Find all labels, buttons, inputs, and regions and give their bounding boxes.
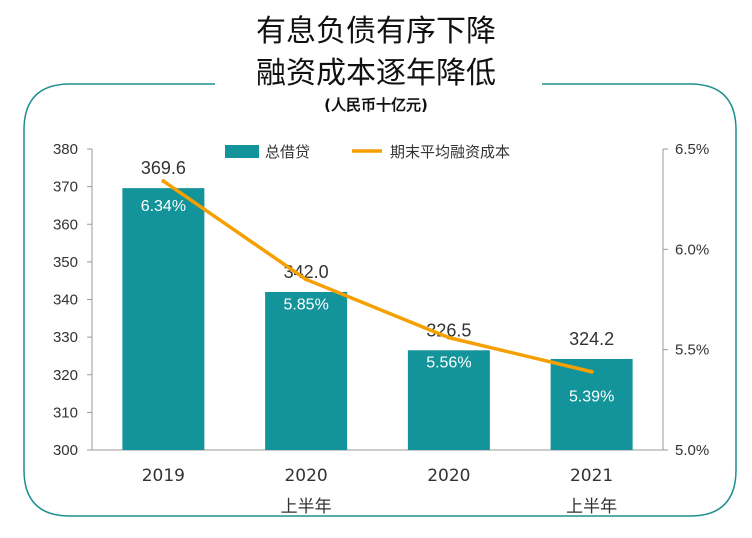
category-label: 2021 [570, 466, 613, 486]
left-axis-tick-label: 380 [53, 141, 78, 158]
left-axis-tick-label: 310 [53, 404, 78, 421]
line-point [161, 179, 166, 184]
bar [550, 358, 633, 450]
legend: 总借贷 期末平均融资成本 [225, 143, 510, 161]
bar [122, 188, 205, 450]
right-axis-tick-label: 6.0% [675, 241, 709, 258]
left-axis-tick-label: 370 [53, 179, 78, 196]
chart-subtitle: (人民币十亿元) [324, 96, 428, 114]
left-axis-tick-label: 300 [53, 442, 78, 459]
category-label-sub: 上半年 [281, 497, 332, 517]
cost-value-label: 5.85% [283, 296, 328, 313]
category-label: 2020 [284, 466, 327, 486]
left-axis-tick-label: 320 [53, 367, 78, 384]
cost-value-label: 5.39% [569, 389, 614, 406]
bar-value-labels: 369.6 342.0 326.5 324.2 [141, 158, 614, 349]
cost-value-label: 6.34% [141, 198, 186, 215]
bar-value-label: 326.5 [426, 320, 471, 340]
line-point [589, 369, 594, 374]
bar-value-label: 342.0 [284, 262, 329, 282]
left-axis-tick-label: 360 [53, 216, 78, 233]
line-point [304, 277, 309, 282]
bar-series [122, 188, 633, 450]
legend-label-bar: 总借贷 [265, 143, 310, 161]
chart-frame [23, 83, 737, 517]
cost-value-labels: 6.34% 5.85% 5.56% 5.39% [141, 198, 615, 406]
legend-label-line: 期末平均融资成本 [390, 143, 510, 161]
category-label: 2020 [427, 466, 470, 486]
line-point [446, 335, 451, 340]
right-axis-tick-label: 6.5% [675, 141, 709, 158]
chart-title-line2: 融资成本逐年降低 [256, 56, 496, 91]
cost-line [162, 179, 593, 374]
cost-line-series [161, 179, 594, 374]
cost-value-label: 5.56% [426, 355, 471, 372]
category-label-sub: 上半年 [566, 497, 617, 517]
right-axis-tick-label: 5.5% [675, 342, 709, 359]
category-label: 2019 [142, 466, 185, 486]
legend-swatch-bar [225, 145, 259, 158]
bar-value-label: 324.2 [569, 329, 614, 349]
left-axis: 300 310 320 330 340 350 360 370 380 [53, 141, 663, 459]
left-axis-tick-label: 350 [53, 254, 78, 271]
right-axis: 5.0% 5.5% 6.0% 6.5% [662, 141, 709, 459]
chart-title-line1: 有息负债有序下降 [256, 14, 496, 49]
bar [265, 291, 348, 450]
x-axis-categories: 2019 2020 上半年 2020 2021 上半年 [142, 466, 617, 517]
left-axis-tick-label: 340 [53, 292, 78, 309]
right-axis-tick-label: 5.0% [675, 442, 709, 459]
bar-value-label: 369.6 [141, 158, 186, 178]
left-axis-tick-label: 330 [53, 329, 78, 346]
bar [407, 350, 490, 450]
